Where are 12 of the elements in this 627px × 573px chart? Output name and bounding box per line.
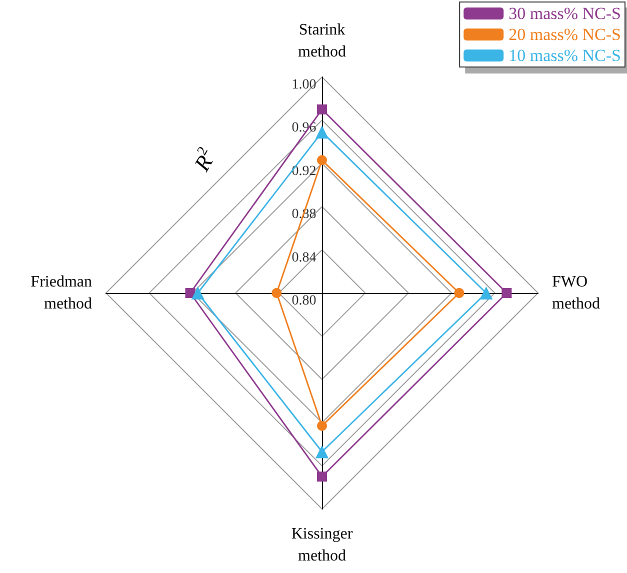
- y-tick-label: 0.92: [292, 164, 316, 179]
- legend-label: 30 mass% NC-S: [508, 4, 622, 23]
- legend-label: 20 mass% NC-S: [508, 25, 622, 44]
- legend-label: 10 mass% NC-S: [508, 46, 622, 65]
- y-tick-label: 1.00: [292, 78, 316, 92]
- text: R2: [188, 144, 218, 176]
- spoke-label: FWO method: [552, 274, 600, 312]
- spoke-label: Starink method: [298, 22, 346, 60]
- y-tick-label: 0.80: [292, 294, 316, 308]
- spoke-label: Kissinger method: [291, 526, 354, 564]
- spoke-label: Friedman method: [30, 274, 92, 312]
- y-tick-label: 0.84: [292, 250, 316, 266]
